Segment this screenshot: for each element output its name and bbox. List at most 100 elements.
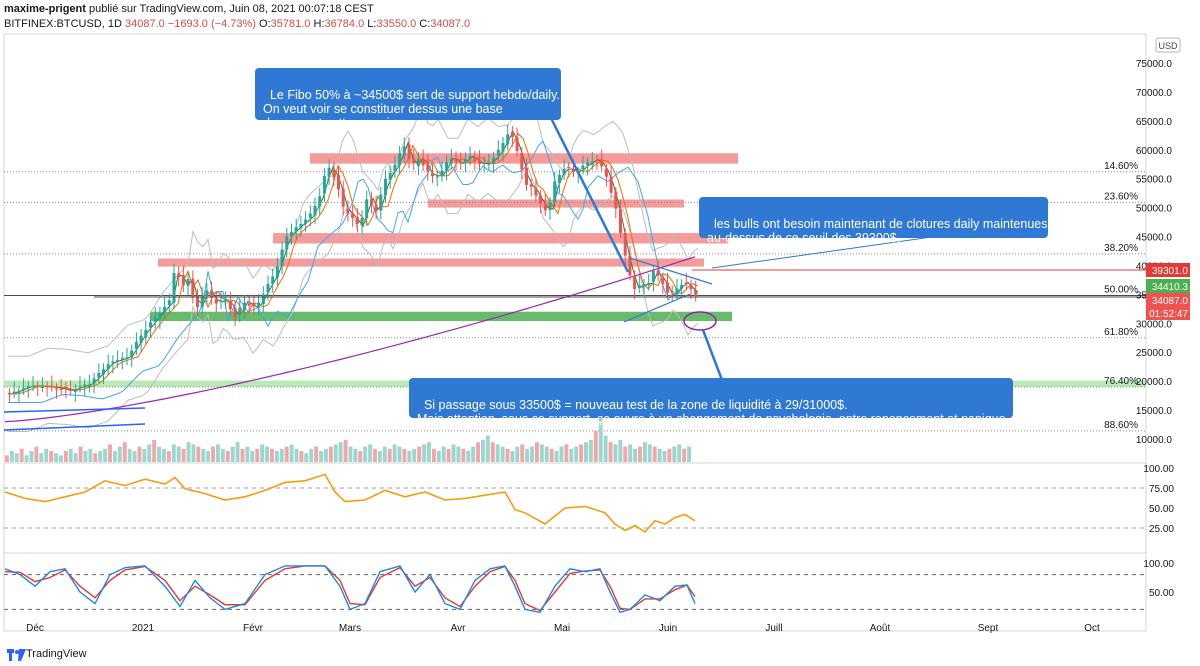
candle-body-3 — [22, 388, 26, 390]
note-bulls[interactable]: les bulls ont besoin maintenant de clotu… — [699, 197, 1048, 245]
stoch-tick-1: 50.00 — [1149, 588, 1174, 599]
x-tick-9: Sept — [978, 623, 999, 634]
candle-body-67 — [322, 176, 326, 194]
rsi-tick-0: 100.00 — [1143, 464, 1174, 475]
x-tick-4: Avr — [451, 623, 466, 634]
candle-body-95 — [454, 158, 458, 162]
candle-body-64 — [308, 213, 312, 218]
candle-body-1 — [12, 391, 16, 394]
candle-body-35 — [172, 272, 176, 303]
volume-bar-48 — [240, 448, 245, 462]
candle-body-94 — [449, 158, 453, 163]
fib-label-5: 76.40% — [1104, 376, 1138, 387]
candle-body-109 — [520, 152, 524, 170]
volume-bar-97 — [480, 440, 485, 462]
candle-body-41 — [200, 296, 204, 308]
candle-body-146 — [694, 290, 698, 296]
volume-bar-0 — [5, 455, 9, 462]
candle-body-26 — [130, 350, 134, 358]
candle-body-74 — [355, 216, 359, 224]
volume-bar-116 — [574, 446, 579, 462]
x-tick-2: Févr — [243, 623, 264, 634]
note-fibo[interactable]: Le Fibo 50% à ~34500$ sert de support he… — [255, 68, 561, 130]
candle-body-68 — [327, 167, 331, 177]
price-axis[interactable]: 10000.015000.020000.025000.030000.035000… — [1136, 59, 1173, 446]
footer-brand[interactable]: TradingView — [26, 648, 87, 660]
volume-bar-1 — [9, 451, 14, 462]
volume-bar-133 — [657, 448, 662, 462]
y-tick-8: 50000.0 — [1136, 204, 1173, 215]
candle-body-23 — [116, 360, 120, 362]
rsi-pane: 100.00 75.00 50.00 25.00 — [4, 464, 1174, 535]
high-label: H: — [313, 18, 325, 30]
trend-line-1 — [3, 407, 146, 413]
volume-bar-59 — [294, 448, 299, 462]
candle-body-139 — [661, 278, 665, 285]
candle-body-57 — [275, 266, 279, 278]
triangle-lower — [623, 293, 691, 323]
volume-bar-127 — [628, 444, 633, 462]
volume-bar-30 — [152, 440, 157, 462]
candle-body-145 — [689, 285, 693, 290]
currency-badge[interactable]: USD — [1155, 37, 1181, 53]
candle-body-92 — [440, 170, 444, 175]
volume-bar-22 — [112, 451, 117, 462]
volume-bar-102 — [505, 448, 510, 462]
low-label: L: — [367, 18, 377, 30]
candle-body-12 — [64, 387, 68, 389]
zone-resistance-1 — [428, 199, 684, 208]
volume-bar-83 — [412, 448, 417, 462]
volume-bar-63 — [314, 446, 319, 462]
candle-body-110 — [525, 168, 528, 185]
candle-body-65 — [313, 205, 317, 216]
candle-body-131 — [623, 233, 627, 256]
volume-bar-49 — [245, 446, 250, 462]
price-chart[interactable]: 14.60% 23.60% 38.20% 50.00% 61.80% 76.40% 88.6… — [0, 0, 1200, 644]
price-badge-bg-0 — [1146, 263, 1190, 277]
candle-body-83 — [398, 153, 402, 166]
volume-bar-24 — [122, 442, 127, 462]
fib-label-6: 88.60% — [1104, 420, 1138, 431]
volume-bar-136 — [672, 446, 677, 462]
volume-bar-53 — [265, 446, 269, 462]
x-tick-6: Juin — [659, 623, 677, 634]
zone-resistance-3 — [158, 258, 704, 267]
volume-bar-57 — [284, 446, 289, 462]
y-tick-9: 55000.0 — [1136, 175, 1173, 186]
volume-bar-15 — [78, 446, 83, 462]
candle-body-6 — [36, 385, 40, 387]
volume-bar-23 — [117, 446, 122, 462]
candle-body-123 — [586, 162, 590, 166]
y-tick-11: 65000.0 — [1136, 117, 1173, 128]
volume-bar-64 — [319, 451, 323, 462]
time-axis[interactable]: Déc 2021 Févr Mars Avr Mai Juin Juill Août Sept Oc… — [26, 623, 1100, 634]
volume-bar-51 — [255, 448, 260, 462]
volume-bar-122 — [603, 435, 608, 462]
author-name[interactable]: maxime-prigent — [4, 3, 86, 15]
candle-body-106 — [506, 134, 510, 145]
ma-slow-line — [8, 140, 699, 404]
fib-label-0: 14.60% — [1104, 161, 1138, 172]
tradingview-logo-icon[interactable] — [6, 647, 28, 663]
candle-body-117 — [557, 174, 561, 184]
candle-body-16 — [83, 384, 87, 386]
candle-body-27 — [134, 342, 138, 349]
note-passage[interactable]: Si passage sous 33500$ = nouveau test de… — [409, 378, 1013, 426]
candle-body-69 — [332, 170, 336, 178]
volume-bar-14 — [73, 453, 78, 462]
volume-bar-96 — [476, 442, 480, 462]
note-bulls-text: les bulls ont besoin maintenant de clotu… — [707, 217, 1048, 245]
candle-body-31 — [153, 316, 157, 322]
volume-bar-126 — [623, 446, 628, 462]
volume-bar-109 — [539, 444, 544, 462]
volume-bar-87 — [431, 448, 436, 462]
candle-body-122 — [581, 165, 585, 170]
zone-support-4 — [150, 311, 732, 321]
volume-bar-100 — [495, 444, 500, 462]
volume-bar-117 — [579, 444, 584, 462]
volume-bar-25 — [127, 448, 132, 462]
note-passage-text: Si passage sous 33500$ = nouveau test de… — [417, 398, 1006, 426]
x-tick-5: Mai — [554, 623, 570, 634]
liquidity-circle — [683, 311, 717, 331]
volume-bar-37 — [186, 442, 191, 462]
